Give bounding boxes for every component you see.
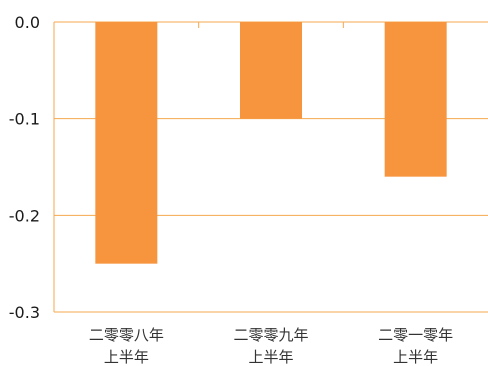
y-tick-label: -0.2 bbox=[9, 206, 40, 225]
bars bbox=[95, 22, 447, 264]
y-tick-label: -0.3 bbox=[9, 303, 40, 322]
bar bbox=[95, 22, 158, 264]
x-category-label: 上半年 bbox=[248, 348, 293, 366]
x-category-label: 上半年 bbox=[393, 348, 438, 366]
x-category-label: 上半年 bbox=[104, 348, 149, 366]
y-tick-label: -0.1 bbox=[9, 110, 40, 129]
axes bbox=[53, 22, 344, 312]
y-tick-label: 0.0 bbox=[15, 13, 40, 32]
bar bbox=[384, 22, 447, 177]
x-category-label: 二零一零年 bbox=[378, 326, 453, 344]
x-category-label: 二零零八年 bbox=[89, 326, 164, 344]
bar bbox=[240, 22, 302, 119]
y-tick-labels: 0.0 -0.1 -0.2 -0.3 bbox=[9, 13, 40, 322]
x-category-label: 二零零九年 bbox=[233, 326, 308, 344]
